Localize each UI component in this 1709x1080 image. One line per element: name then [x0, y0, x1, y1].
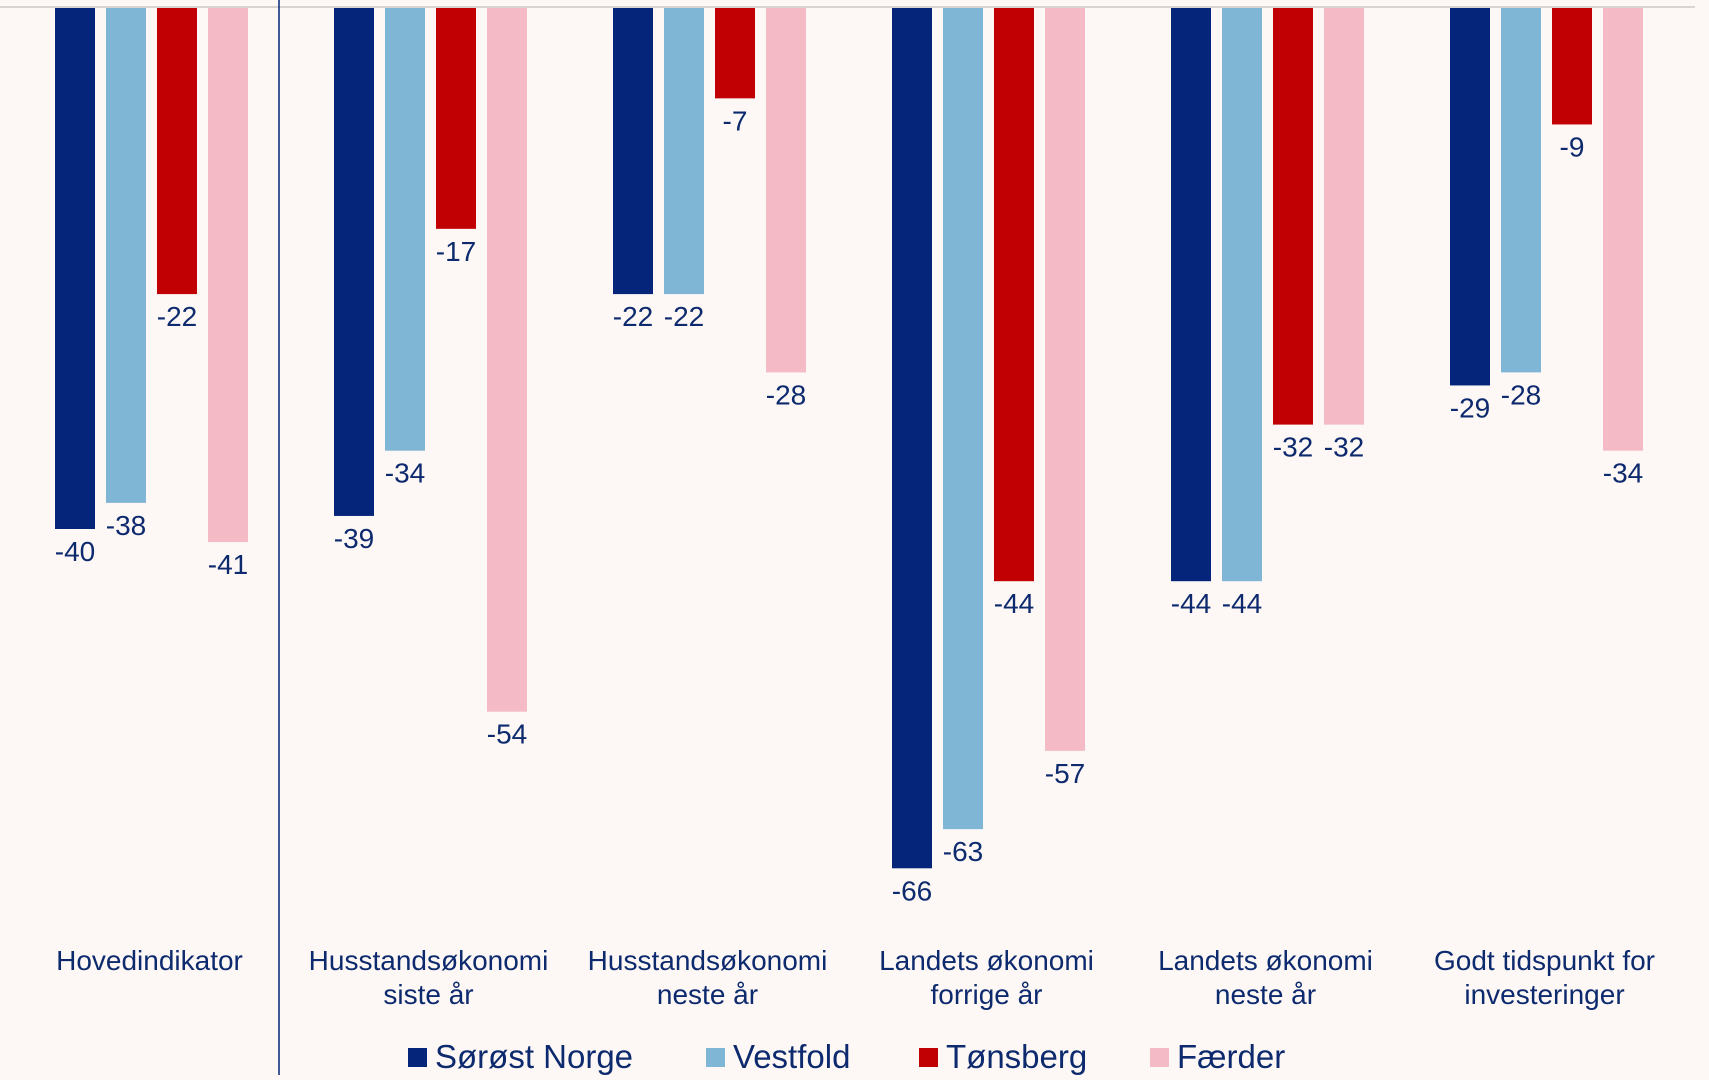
- bar-1-5: [1171, 7, 1211, 582]
- legend-item: Sørøst Norge: [408, 1038, 633, 1075]
- data-label: -44: [1222, 588, 1262, 619]
- data-label: -7: [723, 105, 748, 136]
- bar-1-6: [1450, 7, 1490, 386]
- bar-4-6: [1603, 7, 1643, 451]
- legend-item: Tønsberg: [919, 1038, 1087, 1075]
- category-label: Husstandsøkonomi: [309, 945, 549, 976]
- bar-4-3: [766, 7, 806, 373]
- data-label: -22: [664, 301, 704, 332]
- legend-label: Tønsberg: [946, 1038, 1087, 1075]
- data-labels-layer: -40 -38 -22 -41 -39 -34 -17 -54 -22 -22 -7 -28 -66 -6…: [55, 105, 1643, 906]
- bar-2-6: [1501, 7, 1541, 373]
- bar-2-5: [1222, 7, 1262, 582]
- data-label: -39: [334, 523, 374, 554]
- bar-2-1: [106, 7, 146, 503]
- bar-1-3: [613, 7, 653, 295]
- data-label: -17: [436, 236, 476, 267]
- category-label: Landets økonomi: [1158, 945, 1373, 976]
- legend-swatch: [706, 1048, 725, 1067]
- data-label: -34: [1603, 458, 1643, 489]
- bar-4-1: [208, 7, 248, 543]
- data-label: -41: [208, 549, 248, 580]
- data-label: -38: [106, 510, 146, 541]
- bar-3-6: [1552, 7, 1592, 125]
- legend-label: Vestfold: [733, 1038, 850, 1075]
- data-label: -34: [385, 458, 425, 489]
- data-label: -63: [943, 836, 983, 867]
- category-label: neste år: [1215, 979, 1316, 1010]
- bar-1-2: [334, 7, 374, 516]
- data-label: -28: [1501, 379, 1541, 410]
- bar-2-3: [664, 7, 704, 295]
- legend-label: Sørøst Norge: [435, 1038, 633, 1075]
- data-label: -32: [1324, 432, 1364, 463]
- legend: Sørøst Norge Vestfold Tønsberg Færder: [408, 1038, 1285, 1075]
- bar-4-2: [487, 7, 527, 712]
- data-label: -44: [994, 588, 1034, 619]
- category-label: forrige år: [930, 979, 1042, 1010]
- data-label: -54: [487, 719, 527, 750]
- bar-3-2: [436, 7, 476, 229]
- legend-label: Færder: [1177, 1038, 1285, 1075]
- bar-1-4: [892, 7, 932, 869]
- data-label: -44: [1171, 588, 1211, 619]
- data-label: -57: [1045, 758, 1085, 789]
- legend-swatch: [1150, 1048, 1169, 1067]
- data-label: -22: [613, 301, 653, 332]
- bar-3-5: [1273, 7, 1313, 425]
- bar-1-1: [55, 7, 95, 529]
- legend-swatch: [919, 1048, 938, 1067]
- bar-2-4: [943, 7, 983, 830]
- data-label: -29: [1450, 392, 1490, 423]
- category-label: Hovedindikator: [56, 945, 243, 976]
- data-label: -40: [55, 536, 95, 567]
- legend-item: Vestfold: [706, 1038, 850, 1075]
- data-label: -28: [766, 379, 806, 410]
- category-label: Godt tidspunkt for: [1434, 945, 1655, 976]
- bar-3-4: [994, 7, 1034, 582]
- data-label: -32: [1273, 432, 1313, 463]
- category-label: Landets økonomi: [879, 945, 1094, 976]
- bar-3-1: [157, 7, 197, 295]
- bar-2-2: [385, 7, 425, 451]
- data-label: -9: [1560, 131, 1585, 162]
- bar-4-5: [1324, 7, 1364, 425]
- legend-item: Færder: [1150, 1038, 1285, 1075]
- bars-layer: [55, 7, 1643, 869]
- data-label: -22: [157, 301, 197, 332]
- data-label: -66: [892, 875, 932, 906]
- legend-swatch: [408, 1048, 427, 1067]
- bar-3-3: [715, 7, 755, 99]
- category-label: Husstandsøkonomi: [588, 945, 828, 976]
- category-label: neste år: [657, 979, 758, 1010]
- category-label: siste år: [383, 979, 473, 1010]
- category-label: investeringer: [1464, 979, 1624, 1010]
- bar-4-4: [1045, 7, 1085, 751]
